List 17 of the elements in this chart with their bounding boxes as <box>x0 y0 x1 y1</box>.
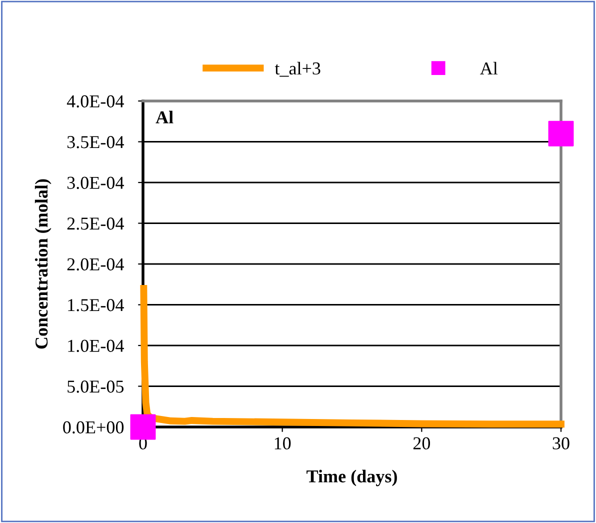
y-tick-label: 1.0E-04 <box>68 340 124 352</box>
y-tick-label: 1.5E-04 <box>68 299 124 312</box>
y-tick-label: 2.0E-04 <box>67 258 124 271</box>
x-tick-label: 10 <box>274 437 291 450</box>
legend-label: Al <box>480 62 498 74</box>
annotation: Al <box>156 110 174 124</box>
x-tick-label: 20 <box>413 437 430 450</box>
x-tick-label: 30 <box>552 437 570 450</box>
y-axis-title: Concentration (molal) <box>34 179 52 349</box>
legend-label: t_al+3 <box>274 62 320 77</box>
y-tick-label: 3.5E-04 <box>67 136 124 148</box>
y-tick-label: 2.5E-04 <box>67 218 124 230</box>
y-tick-label: 4.0E-04 <box>66 95 124 108</box>
y-tick-label: 3.0E-04 <box>67 176 124 190</box>
y-tick-label: 0.0E+00 <box>63 421 124 434</box>
x-axis-title: Time (days) <box>306 470 397 486</box>
y-tick-label: 5.0E-05 <box>68 380 124 393</box>
